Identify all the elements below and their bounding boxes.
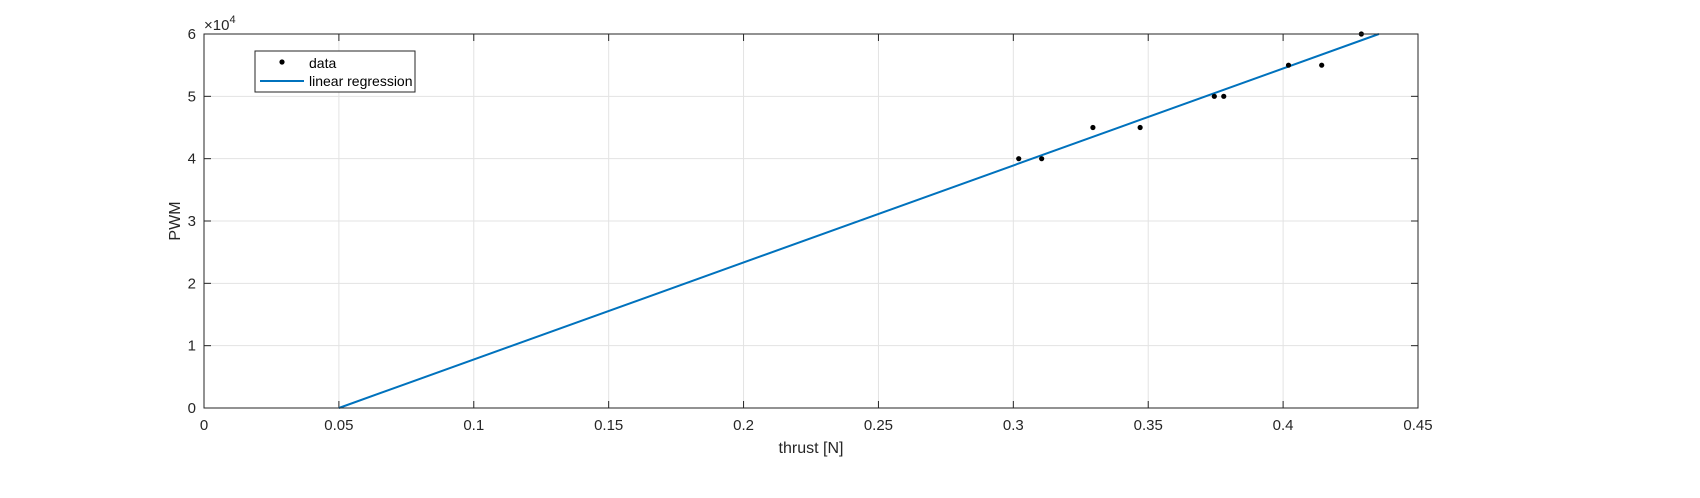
legend-label-data: data [309, 55, 336, 71]
x-axis-label: thrust [N] [779, 440, 844, 457]
y-tick-label: 4 [188, 151, 196, 168]
y-axis-label: PWM [167, 201, 184, 240]
y-tick-label: 6 [188, 26, 196, 43]
plot-area [203, 31, 1419, 409]
y-tick-label: 5 [188, 88, 196, 105]
legend-marker-data [279, 59, 285, 65]
series-layer [338, 31, 1380, 409]
y-axis-exponent: ×104 [204, 14, 236, 34]
legend-box [254, 50, 416, 93]
data-point [1039, 156, 1045, 162]
y-tick-label: 0 [188, 400, 196, 417]
data-point [1285, 62, 1292, 68]
y-exponent-base: ×10 [204, 17, 229, 34]
y-tick-labels: 0 1 2 3 4 5 6 [188, 26, 196, 417]
x-tick-label: 0.3 [1003, 417, 1024, 434]
y-tick-label: 3 [188, 213, 196, 230]
data-point [1016, 156, 1022, 162]
axes-box [203, 33, 1419, 409]
x-tick-labels: 0 0.05 0.1 0.15 0.2 0.25 0.3 0.35 0.4 0.45 [200, 417, 1433, 434]
y-exponent-power: 4 [229, 14, 235, 26]
y-tick-label: 2 [188, 275, 196, 292]
y-tick-label: 1 [188, 338, 196, 355]
x-tick-label: 0.35 [1134, 417, 1163, 434]
legend-label-regression: linear regression [309, 73, 413, 89]
x-tick-label: 0.1 [463, 417, 484, 434]
data-point [1090, 124, 1096, 131]
data-point [1319, 62, 1325, 68]
x-tick-label: 0 [200, 417, 208, 434]
legend: data linear regression [254, 50, 416, 93]
data-point [1221, 93, 1227, 99]
x-tick-label: 0.2 [733, 417, 754, 434]
regression-line [338, 33, 1380, 409]
data-point [1211, 93, 1217, 99]
x-tick-label: 0.25 [864, 417, 893, 434]
x-tick-label: 0.45 [1403, 417, 1432, 434]
x-tick-label: 0.15 [594, 417, 623, 434]
x-tick-label: 0.4 [1273, 417, 1294, 434]
data-point [1137, 124, 1143, 131]
x-tick-label: 0.05 [324, 417, 353, 434]
